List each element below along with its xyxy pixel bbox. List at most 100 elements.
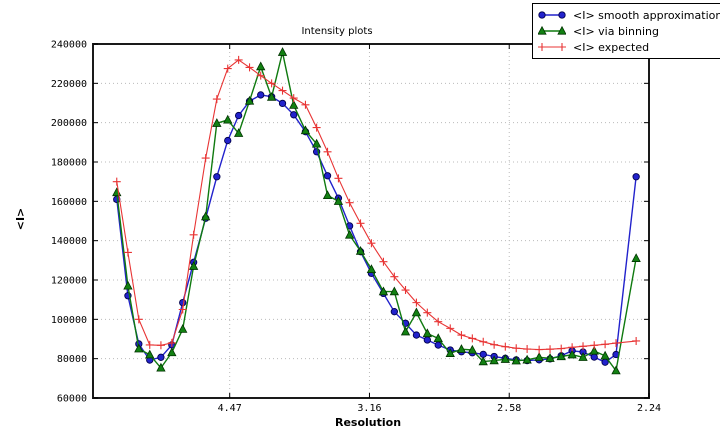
triangle-marker bbox=[167, 347, 177, 357]
triangle-marker bbox=[456, 344, 467, 353]
plus-marker bbox=[156, 341, 165, 350]
circle-marker bbox=[423, 336, 431, 344]
triangle-marker bbox=[511, 355, 521, 365]
circle-marker bbox=[213, 173, 221, 181]
triangle-marker bbox=[156, 362, 166, 372]
plus-marker bbox=[512, 344, 521, 353]
circle-marker bbox=[632, 173, 640, 181]
circle-marker bbox=[179, 298, 187, 307]
circle-marker bbox=[412, 331, 421, 339]
x-tick-label: 3.16 bbox=[357, 403, 381, 414]
plus-marker bbox=[256, 71, 265, 80]
triangle-marker bbox=[322, 190, 333, 200]
triangle-marker bbox=[545, 353, 555, 362]
plus-marker bbox=[446, 324, 455, 333]
circle-marker bbox=[234, 111, 243, 120]
plus-marker bbox=[234, 55, 243, 64]
legend-label: <I> expected bbox=[573, 40, 650, 54]
plus-marker bbox=[278, 86, 287, 95]
legend-item: <I> expected bbox=[538, 39, 720, 55]
triangle-marker bbox=[112, 187, 122, 197]
y-tick-label: 100000 bbox=[51, 315, 87, 326]
triangle-marker bbox=[289, 100, 299, 109]
triangle-marker bbox=[333, 196, 344, 205]
triangle-marker bbox=[344, 229, 355, 239]
triangle-marker bbox=[266, 91, 277, 101]
plus-marker bbox=[546, 345, 555, 354]
triangle-marker bbox=[567, 349, 577, 359]
circle-marker bbox=[434, 341, 442, 349]
triangle-marker bbox=[256, 61, 266, 71]
plus-marker bbox=[612, 339, 621, 348]
series-line-plus bbox=[116, 59, 637, 351]
plus-marker bbox=[457, 331, 466, 340]
plus-marker bbox=[501, 342, 510, 351]
triangle-marker bbox=[223, 114, 233, 124]
x-tick-label: 4.47 bbox=[218, 403, 242, 414]
triangle-marker bbox=[378, 286, 389, 296]
plus-marker bbox=[245, 63, 254, 72]
triangle-marker bbox=[422, 328, 432, 338]
plus-marker bbox=[345, 198, 354, 207]
legend-circle-marker-icon bbox=[538, 11, 566, 19]
triangle-marker bbox=[631, 253, 641, 262]
plus-marker bbox=[423, 308, 432, 317]
plus-marker bbox=[123, 248, 132, 257]
plus-marker bbox=[212, 95, 221, 104]
triangle-marker bbox=[478, 356, 488, 366]
plus-marker bbox=[632, 336, 641, 345]
triangle-marker bbox=[538, 25, 547, 35]
triangle-marker bbox=[522, 354, 532, 364]
x-tick-label: 2.24 bbox=[637, 403, 661, 414]
circle-marker bbox=[290, 111, 298, 119]
plus-marker bbox=[535, 345, 544, 354]
series-line-triangle bbox=[116, 51, 637, 372]
triangle-marker bbox=[233, 128, 244, 137]
triangle-marker bbox=[244, 95, 255, 105]
legend: <I> smooth approximation <I> via binning… bbox=[532, 3, 720, 59]
legend-label: <I> smooth approximation bbox=[573, 8, 720, 22]
plus-marker bbox=[189, 230, 198, 239]
y-tick-label: 120000 bbox=[51, 276, 87, 287]
triangle-marker bbox=[355, 245, 366, 255]
plus-marker bbox=[579, 342, 588, 351]
y-tick-label: 80000 bbox=[57, 354, 87, 365]
plus-marker bbox=[356, 219, 365, 228]
plus-marker bbox=[112, 177, 121, 186]
plus-marker bbox=[434, 317, 443, 326]
circle-marker bbox=[278, 99, 287, 108]
chart-title: Intensity plots bbox=[301, 26, 373, 37]
triangle-marker bbox=[366, 264, 377, 273]
plus-marker bbox=[289, 94, 298, 103]
plus-marker bbox=[223, 64, 232, 73]
plus-marker bbox=[178, 305, 187, 314]
plus-marker bbox=[301, 100, 310, 109]
plus-marker bbox=[167, 338, 176, 347]
plus-marker bbox=[538, 43, 546, 51]
triangle-marker bbox=[589, 345, 599, 355]
legend-item: <I> smooth approximation bbox=[538, 7, 720, 23]
plus-marker bbox=[134, 315, 143, 324]
plus-marker bbox=[568, 343, 577, 352]
triangle-marker bbox=[200, 211, 211, 221]
x-axis-label: Resolution bbox=[334, 416, 402, 429]
plus-marker bbox=[323, 147, 332, 156]
triangle-marker bbox=[277, 47, 288, 56]
triangle-marker bbox=[467, 344, 477, 354]
triangle-marker bbox=[578, 352, 588, 361]
circle-marker bbox=[323, 172, 332, 180]
triangle-marker bbox=[500, 354, 510, 363]
legend-label: <I> via binning bbox=[573, 24, 659, 38]
y-axis-label: <I> bbox=[14, 207, 27, 231]
y-tick-label: 180000 bbox=[51, 158, 87, 169]
circle-marker bbox=[224, 136, 232, 145]
triangle-marker bbox=[534, 352, 544, 361]
y-tick-label: 220000 bbox=[51, 79, 87, 90]
triangle-marker bbox=[411, 307, 422, 317]
circle-marker bbox=[390, 308, 398, 316]
triangle-marker bbox=[212, 118, 222, 127]
y-tick-label: 60000 bbox=[57, 394, 87, 405]
circle-marker bbox=[257, 91, 265, 99]
plus-marker bbox=[312, 123, 321, 132]
triangle-marker bbox=[389, 286, 400, 296]
